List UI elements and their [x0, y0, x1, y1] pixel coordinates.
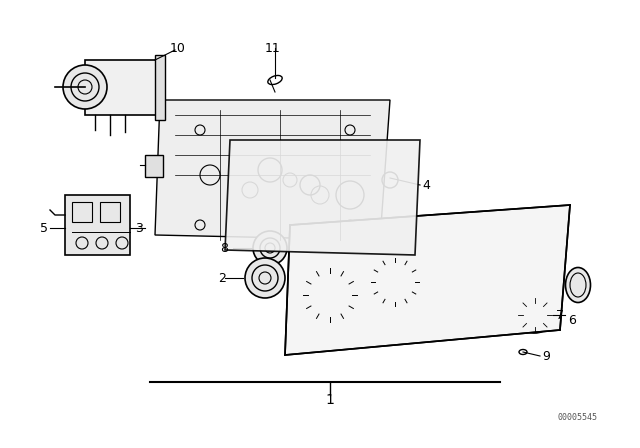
Bar — [72, 202, 92, 222]
Polygon shape — [155, 100, 390, 240]
Ellipse shape — [566, 267, 591, 302]
Text: 2: 2 — [218, 271, 226, 284]
Circle shape — [253, 231, 287, 265]
Text: 6: 6 — [568, 314, 576, 327]
Text: 5: 5 — [40, 221, 48, 234]
Polygon shape — [225, 140, 420, 255]
Circle shape — [63, 65, 107, 109]
Text: 10: 10 — [170, 42, 186, 55]
Bar — [145, 155, 163, 177]
Text: 4: 4 — [422, 178, 430, 191]
Text: 7: 7 — [556, 309, 564, 322]
Polygon shape — [155, 55, 165, 120]
Circle shape — [245, 258, 285, 298]
Bar — [85, 60, 165, 115]
Text: 3: 3 — [135, 221, 143, 234]
Polygon shape — [285, 205, 570, 355]
Circle shape — [517, 297, 553, 333]
Text: 11: 11 — [265, 42, 281, 55]
Text: 00005545: 00005545 — [558, 413, 598, 422]
Text: 9: 9 — [542, 349, 550, 362]
Text: 1: 1 — [326, 393, 335, 407]
Bar — [65, 195, 130, 255]
Text: 8: 8 — [220, 241, 228, 254]
Bar — [100, 202, 120, 222]
